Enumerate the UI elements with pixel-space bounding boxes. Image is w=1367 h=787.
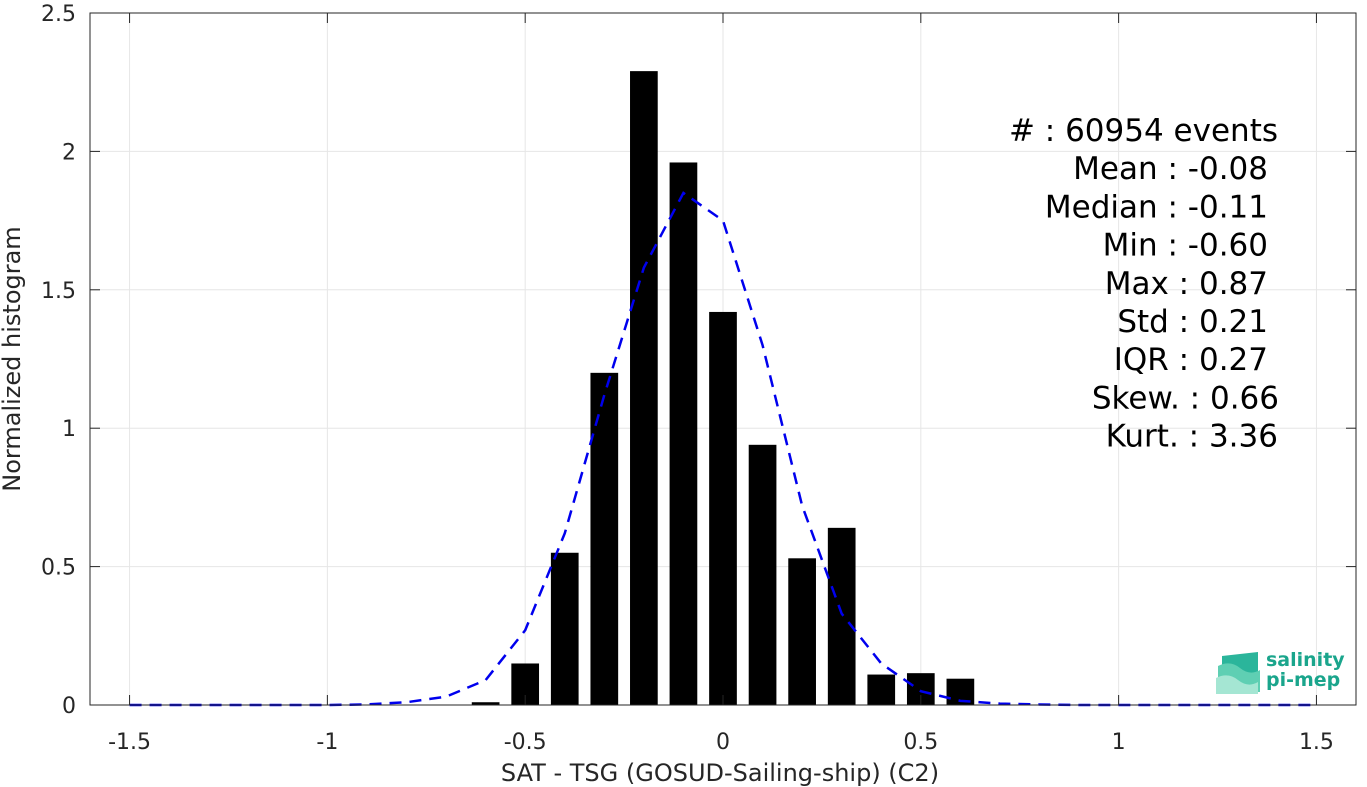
histogram-bar: [748, 444, 777, 705]
histogram-bar: [471, 702, 500, 705]
histogram-bar: [827, 527, 856, 705]
x-tick-label: 1: [1112, 730, 1126, 755]
y-tick-label: 1.5: [41, 279, 76, 304]
y-tick-label: 0: [62, 694, 76, 719]
logo-line2: pi-mep: [1266, 669, 1340, 691]
histogram-bar: [669, 162, 698, 706]
histogram-bar: [867, 674, 896, 705]
stat-line: Median : -0.11: [1045, 189, 1268, 225]
stat-line: # : 60954 events: [1009, 113, 1278, 149]
histogram-bar: [709, 311, 737, 705]
y-tick-label: 2: [62, 140, 76, 165]
stat-line: Kurt. : 3.36: [1106, 419, 1278, 455]
stat-line: Min : -0.60: [1103, 228, 1268, 264]
stat-line: IQR : 0.27: [1114, 342, 1268, 378]
stat-line: Skew. : 0.66: [1092, 380, 1279, 416]
histogram-bar: [630, 71, 658, 706]
x-tick-label: -1.5: [108, 730, 151, 755]
histogram-bar: [788, 558, 816, 705]
y-tick-label: 2.5: [41, 2, 76, 27]
x-tick-label: 0: [716, 730, 730, 755]
stat-line: Max : 0.87: [1105, 266, 1268, 302]
y-axis-label: Normalized histogram: [0, 226, 26, 491]
stat-line: Std : 0.21: [1117, 304, 1268, 340]
x-tick-label: 1.5: [1299, 730, 1334, 755]
y-tick-label: 0.5: [41, 556, 76, 581]
tick-labels: -1.5 -1 -0.5 0 0.5 1 1.5 0 0.5 1 1.5 2 2.5: [41, 2, 1334, 755]
stat-line: Mean : -0.08: [1073, 151, 1268, 187]
axes-frame: [89, 12, 1357, 706]
histogram-bar: [590, 372, 619, 705]
x-tick-label: -1: [316, 730, 338, 755]
salinity-pi-mep-logo: salinity pi-mep: [1216, 649, 1345, 694]
x-axis-label: SAT - TSG (GOSUD-Sailing-ship) (C2): [501, 759, 939, 787]
x-tick-label: -0.5: [504, 730, 547, 755]
y-tick-label: 1: [62, 417, 76, 442]
wave-logo-icon: [1216, 652, 1260, 694]
logo-line1: salinity: [1266, 649, 1345, 671]
x-tick-label: 0.5: [903, 730, 938, 755]
histogram-bars: [471, 71, 975, 706]
histogram-bar: [550, 552, 579, 705]
